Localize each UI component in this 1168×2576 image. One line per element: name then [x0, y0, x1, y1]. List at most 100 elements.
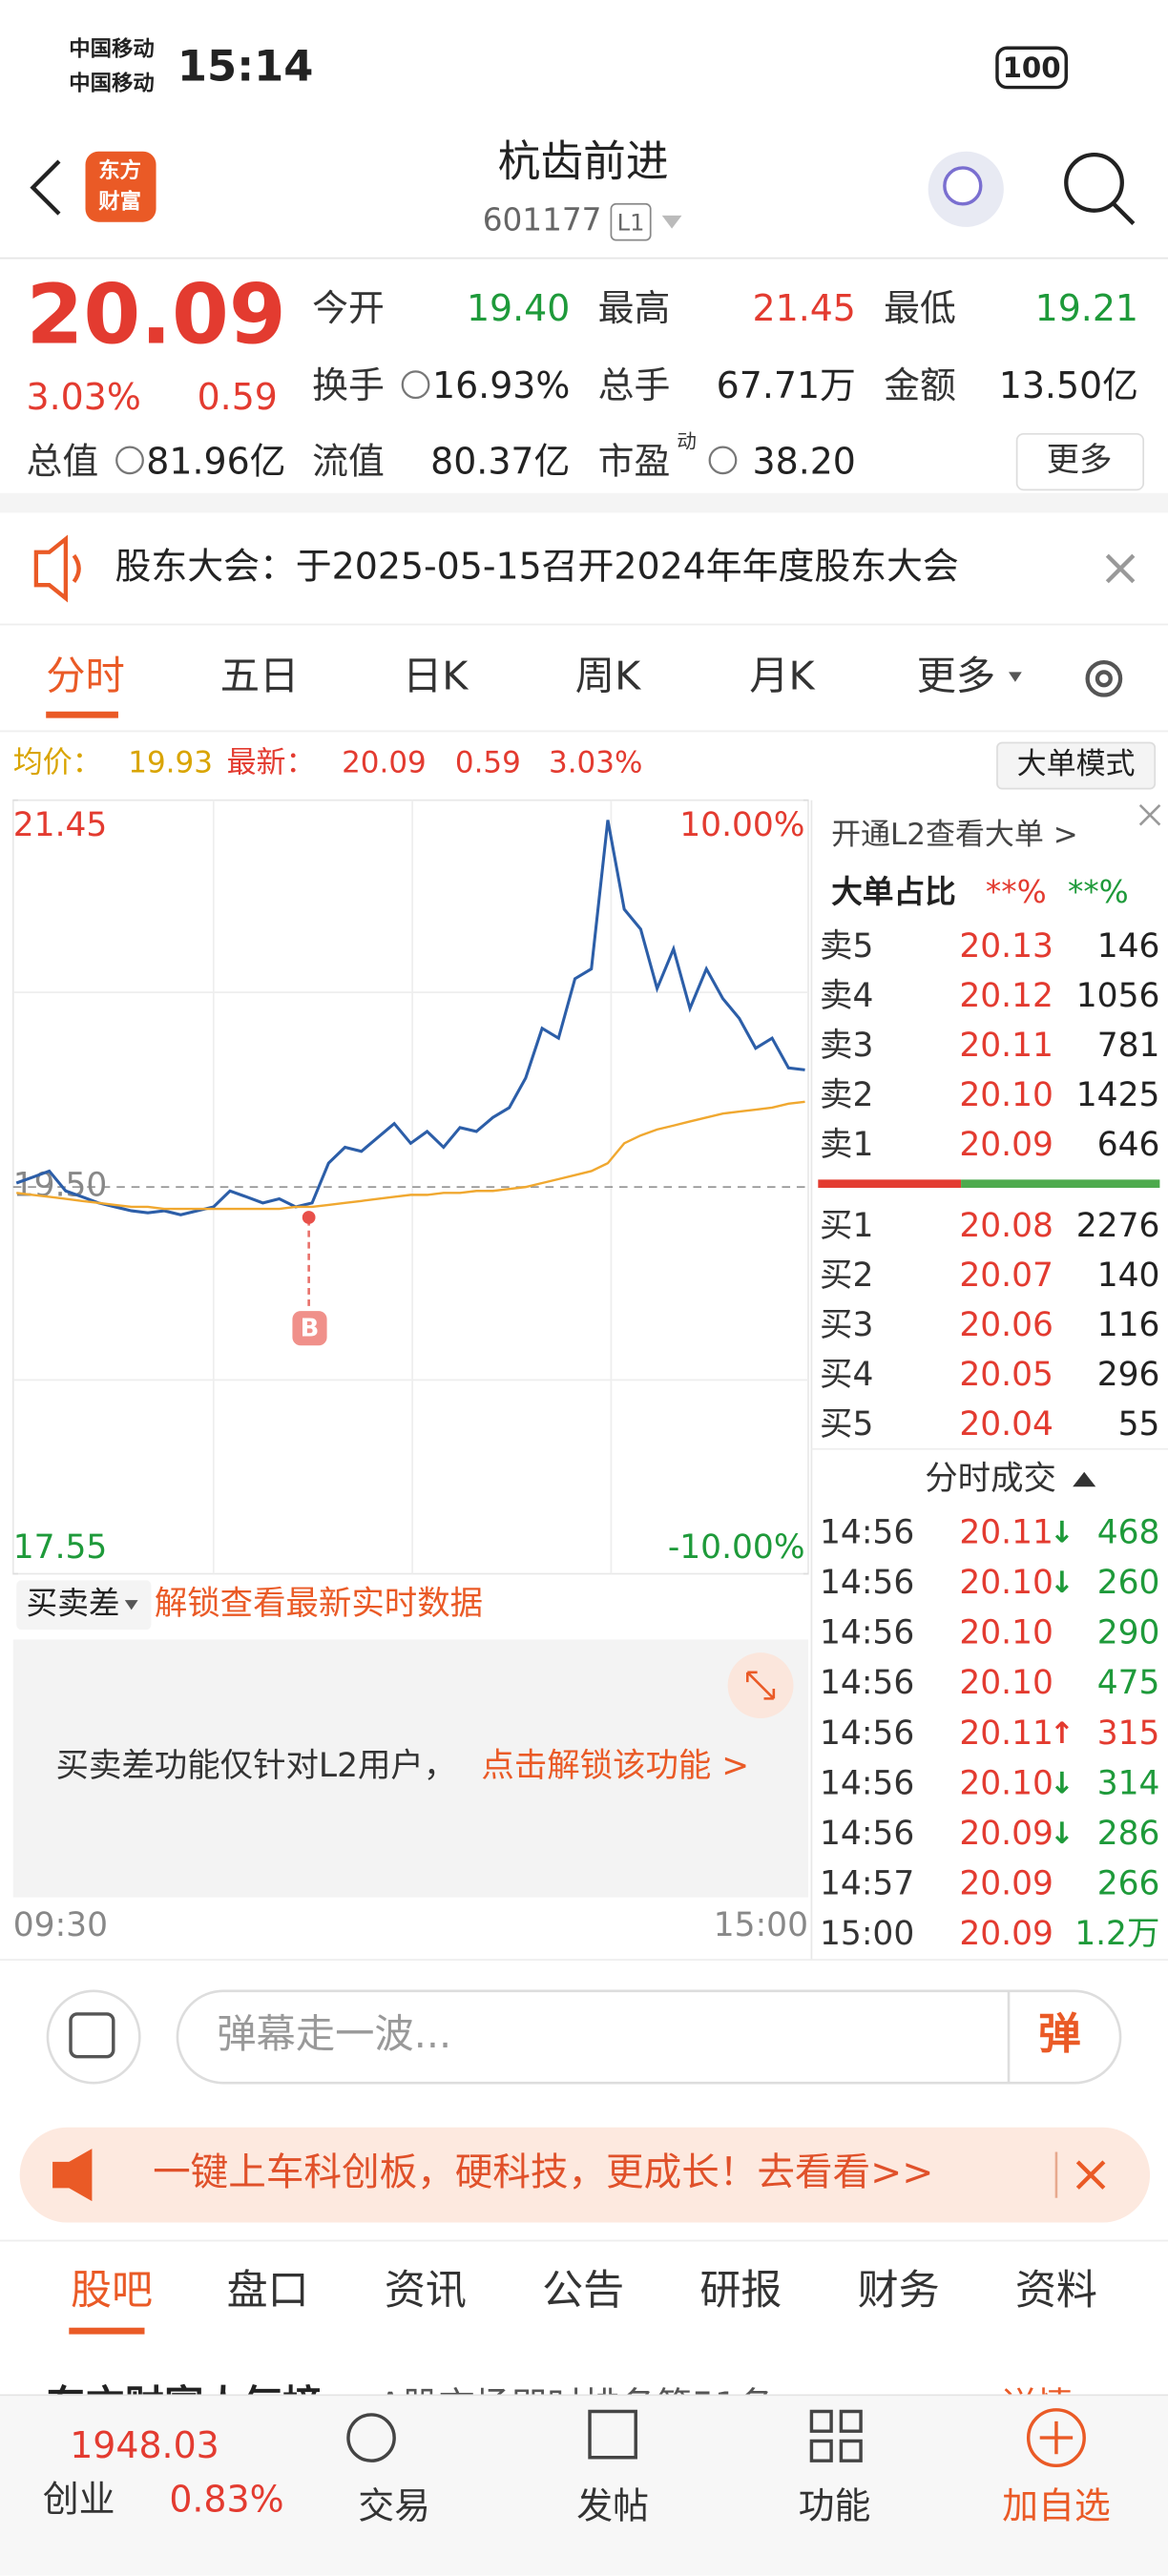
trade-volume: 468 — [1097, 1514, 1160, 1552]
avg-line — [16, 1100, 805, 1211]
field-label: 最高 — [598, 287, 671, 329]
tab: 分时 — [46, 653, 125, 698]
trades-title: 分时成交 — [925, 1460, 1056, 1498]
sub-note: 买卖差功能仅针对L2用户， — [56, 1747, 457, 1785]
trade-time: 14:56 — [820, 1614, 914, 1652]
back-icon[interactable] — [30, 159, 61, 216]
book-volume: 55 — [1118, 1405, 1160, 1444]
index-pct: 0.83% — [169, 2479, 283, 2521]
book-volume: 646 — [1097, 1126, 1160, 1164]
level-box — [610, 202, 652, 241]
field-label: 流值 — [312, 440, 385, 482]
clock: 15:14 — [177, 41, 313, 92]
settings-icon[interactable] — [1085, 659, 1123, 697]
nav-item[interactable]: 加自选 — [1002, 2485, 1111, 2527]
trade-volume: 260 — [1097, 1564, 1160, 1602]
placeholder: 弹幕走一波... — [217, 2011, 451, 2057]
field-label: 最低 — [884, 287, 956, 329]
danmaku-button[interactable]: 弹 — [1038, 2008, 1081, 2059]
tab: 更多 — [917, 653, 996, 698]
book-price: 20.09 — [959, 1126, 1053, 1164]
bottom-tab[interactable]: 财务 — [858, 2267, 940, 2315]
book-volume: 140 — [1097, 1257, 1160, 1295]
trade-volume: 1.2万 — [1074, 1915, 1159, 1953]
x-label: 09:30 — [13, 1906, 108, 1944]
book-label: 卖3 — [820, 1027, 873, 1065]
book-label: 买2 — [820, 1257, 873, 1295]
x-label: 15:00 — [714, 1906, 808, 1944]
field-value: 38.20 — [753, 440, 856, 482]
nav-item[interactable]: 功能 — [799, 2485, 871, 2527]
field-label: 总值 — [27, 440, 99, 482]
trade-volume: 290 — [1097, 1614, 1160, 1652]
index-name: 创业 — [43, 2479, 115, 2521]
trade-time: 14:56 — [820, 1564, 914, 1602]
latest: 20.09 — [342, 745, 427, 779]
ratio: **% — [986, 874, 1047, 910]
marker-label: B — [301, 1315, 320, 1343]
latest-change: 0.59 — [455, 745, 521, 779]
logo-text: 财富 — [98, 189, 141, 215]
tab: 日K — [403, 653, 469, 698]
unlock-button[interactable]: 点击解锁该功能 > — [481, 1747, 749, 1785]
bottom-tab[interactable]: 盘口 — [227, 2267, 309, 2315]
trade-time: 15:00 — [820, 1915, 914, 1953]
trade-price: 20.11 — [959, 1514, 1053, 1552]
stock-code: 601177 — [483, 202, 602, 239]
decor — [0, 151, 1168, 2335]
trade-price: 20.10 — [959, 1664, 1053, 1702]
logo-bg — [85, 151, 156, 222]
info-icon — [115, 446, 144, 475]
book-label: 买5 — [820, 1405, 873, 1444]
tab-arrow — [1009, 672, 1022, 682]
trade-time: 14:56 — [820, 1764, 914, 1802]
search-icon[interactable] — [1064, 153, 1124, 213]
ad-banner[interactable] — [19, 2127, 1151, 2223]
comment-input[interactable] — [176, 1989, 1122, 2085]
trade-volume: 475 — [1097, 1664, 1160, 1702]
book-label: 卖1 — [820, 1126, 873, 1164]
trade-time: 14:56 — [820, 1664, 914, 1702]
stock-name: 杭齿前进 — [498, 135, 669, 186]
price-line — [15, 820, 805, 1216]
level: L1 — [617, 209, 645, 236]
field-value: 21.45 — [753, 287, 856, 329]
bottom-tab[interactable]: 研报 — [699, 2267, 782, 2315]
bottom-tab[interactable]: 公告 — [542, 2267, 624, 2315]
nav-icon — [346, 2413, 396, 2462]
trade-time: 14:56 — [820, 1714, 914, 1753]
book-volume: 2276 — [1076, 1207, 1160, 1245]
bottom-tab[interactable]: 股吧 — [71, 2267, 153, 2315]
book-label: 买1 — [820, 1207, 873, 1245]
trade-direction: ↓ — [1050, 1516, 1074, 1550]
bottom-tab[interactable]: 资讯 — [385, 2267, 467, 2315]
book-price: 20.08 — [959, 1207, 1053, 1245]
nav-item[interactable]: 发帖 — [576, 2485, 649, 2527]
ad-text: 一键上车科创板，硬科技，更成长！去看看>> — [153, 2150, 933, 2194]
mode-button: 大单模式 — [1017, 747, 1136, 781]
trade-direction: ↓ — [1050, 1817, 1074, 1851]
field-label: 金额 — [884, 364, 956, 406]
carrier: 中国移动 — [69, 72, 154, 96]
field-value: 16.93% — [432, 364, 570, 406]
nav-icon — [1027, 2408, 1086, 2468]
marker-b[interactable] — [292, 1311, 327, 1346]
trade-direction: ↑ — [1050, 1716, 1074, 1751]
nav-item[interactable]: 交易 — [358, 2485, 430, 2527]
more-button[interactable] — [1015, 432, 1145, 491]
l2-promo: 开通L2查看大单 > — [831, 818, 1078, 852]
trade-direction: ↓ — [1050, 1566, 1074, 1600]
field-label: 今开 — [312, 287, 385, 329]
bottom-tab[interactable]: 资料 — [1015, 2267, 1097, 2315]
trade-volume: 315 — [1097, 1714, 1160, 1753]
trade-price: 20.10 — [959, 1764, 1053, 1802]
close-icon[interactable] — [1105, 553, 1136, 584]
book-label: 买4 — [820, 1356, 873, 1394]
tab: 月K — [749, 653, 815, 698]
trade-time: 14:56 — [820, 1815, 914, 1853]
field-value: 81.96亿 — [146, 440, 285, 482]
y-tick-label: 21.45 — [13, 806, 108, 844]
book-volume: 146 — [1097, 927, 1160, 966]
book-price: 20.07 — [959, 1257, 1053, 1295]
